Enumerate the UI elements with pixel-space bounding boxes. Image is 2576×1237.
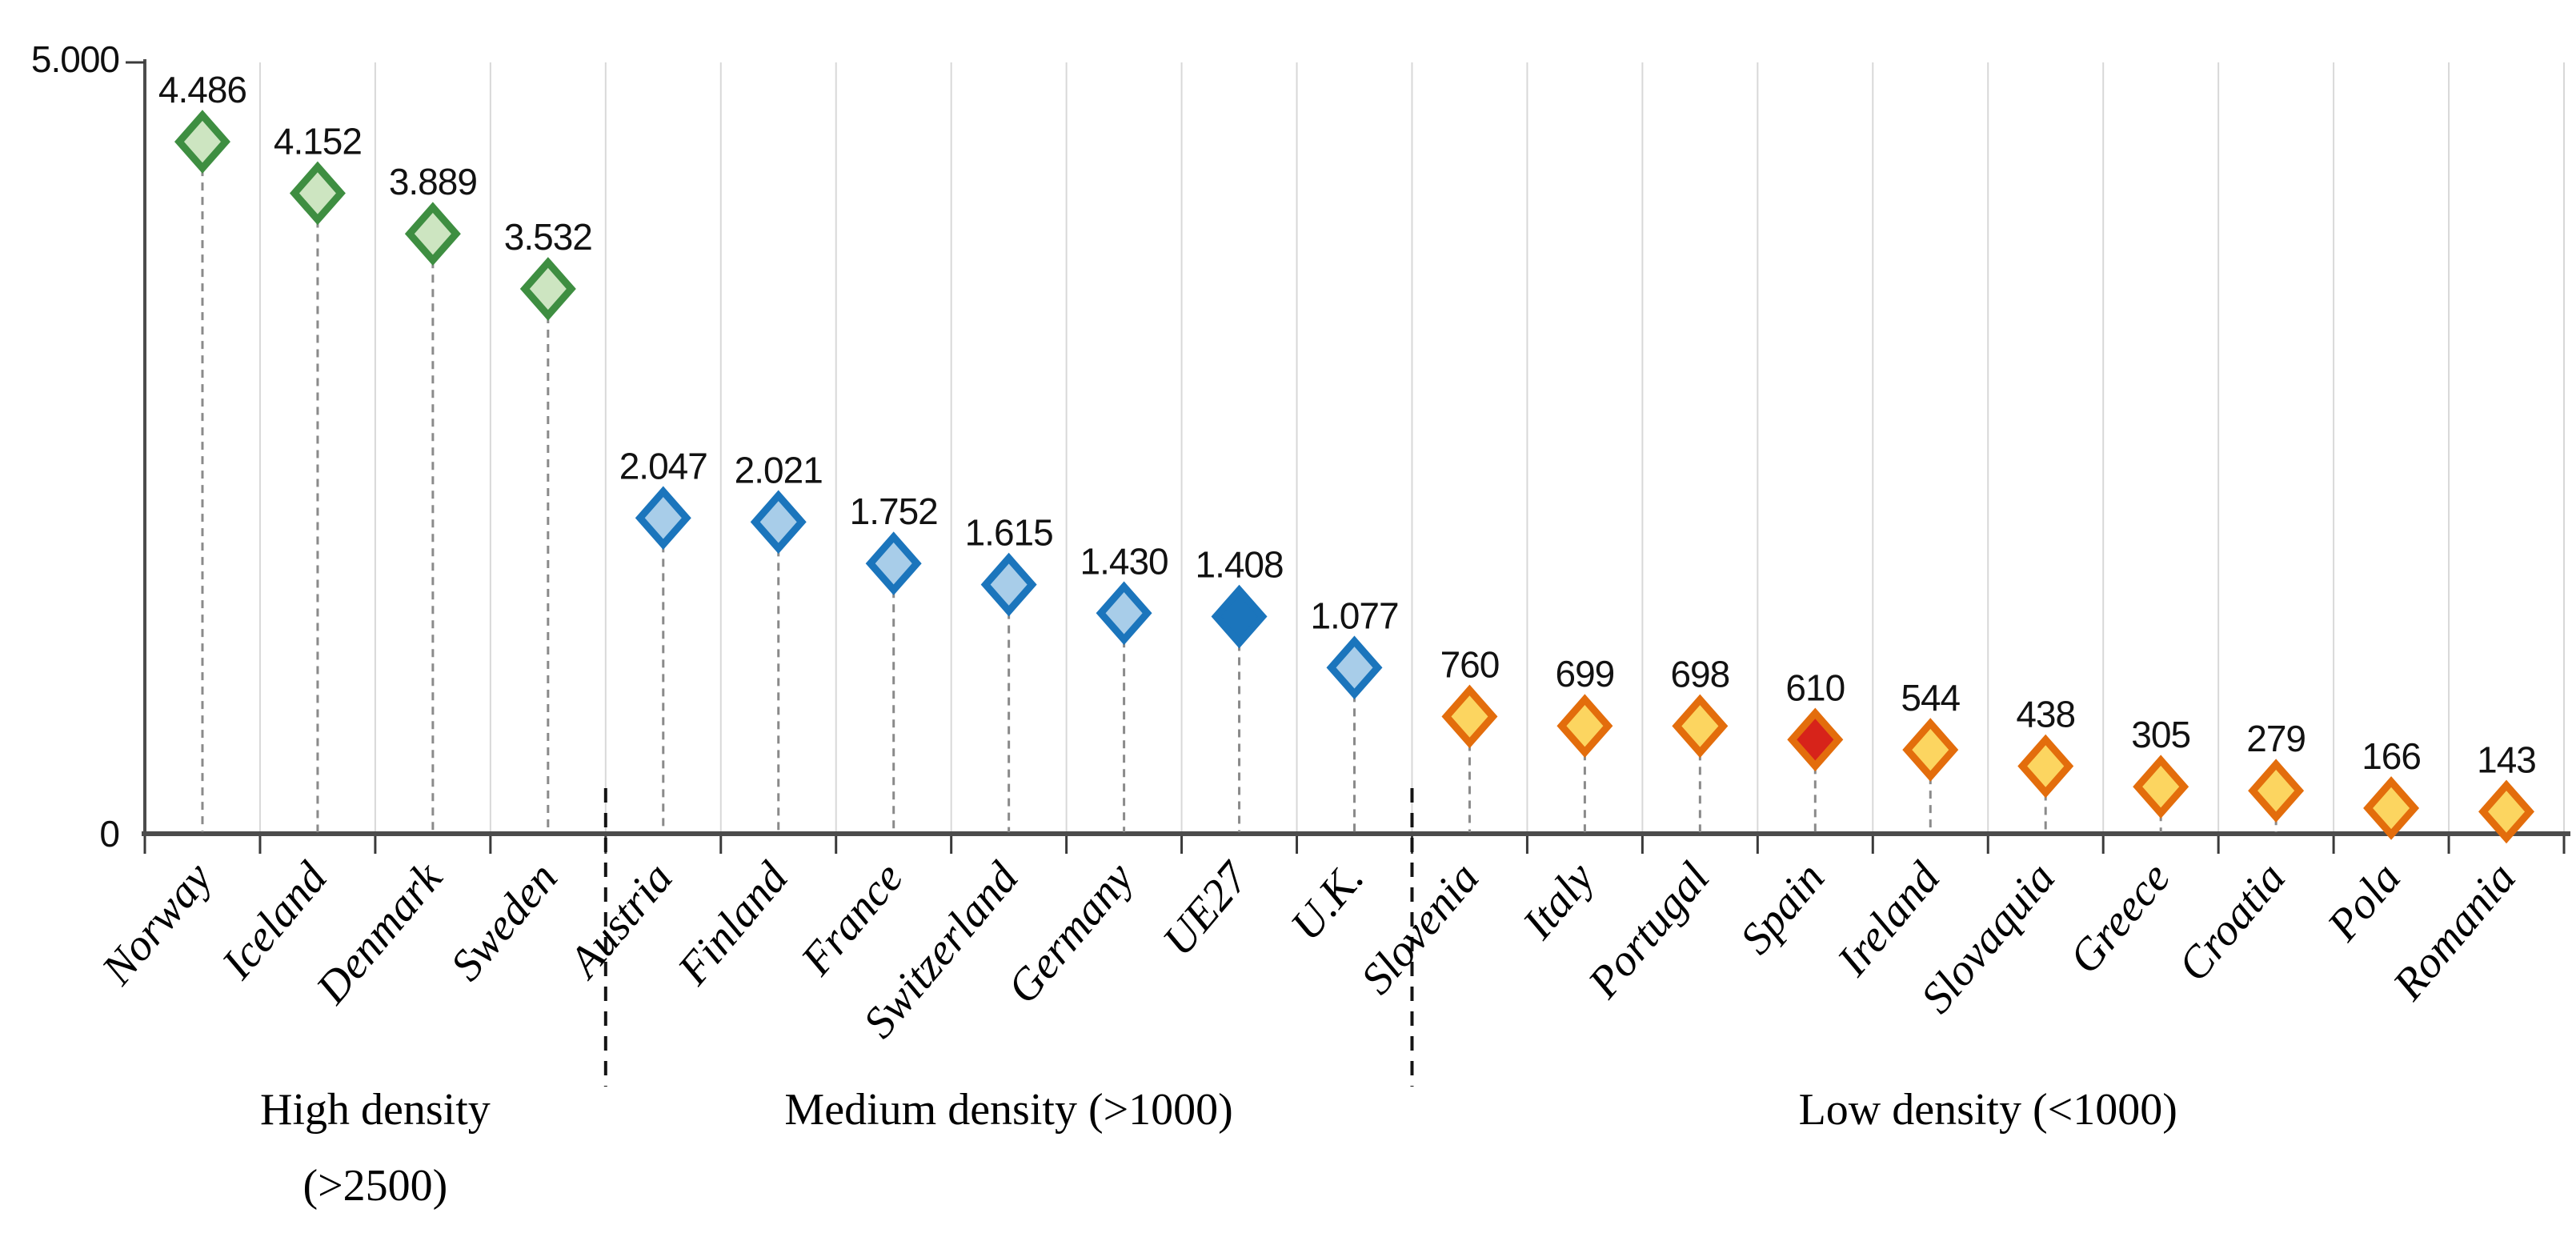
category-label-denmark: Denmark xyxy=(306,853,453,1014)
marker-austria xyxy=(635,486,691,550)
category-label-slovenia: Slovenia xyxy=(1352,854,1488,1004)
group-label-medium-density-1000: Medium density (>1000) xyxy=(784,1085,1232,1135)
marker-denmark xyxy=(404,202,461,266)
marker-ue27 xyxy=(1211,584,1268,649)
marker-u-k xyxy=(1326,635,1383,700)
category-label-france: France xyxy=(791,854,913,986)
value-label-spain: 610 xyxy=(1785,667,1845,708)
category-label-austria: Austria xyxy=(558,854,683,989)
value-label-austria: 2.047 xyxy=(619,445,707,486)
marker-slovaquia xyxy=(2017,734,2074,799)
value-label-iceland: 4.152 xyxy=(274,120,362,162)
category-label-sweden: Sweden xyxy=(441,854,567,991)
category-label-croatia: Croatia xyxy=(2169,854,2295,991)
group-label-low-density-1000: Low density (<1000) xyxy=(1799,1085,2177,1135)
group-label-high-density: High density xyxy=(260,1085,491,1135)
value-label-sweden: 3.532 xyxy=(504,216,592,258)
value-label-slovaquia: 438 xyxy=(2016,694,2075,735)
category-label-ue27: UE27 xyxy=(1153,852,1260,965)
value-label-slovenia: 760 xyxy=(1440,643,1500,685)
category-label-germany: Germany xyxy=(998,853,1144,1013)
value-label-denmark: 3.889 xyxy=(389,161,477,202)
category-label-greece: Greece xyxy=(2060,854,2180,983)
marker-portugal xyxy=(1672,694,1729,759)
marker-pola xyxy=(2363,776,2420,840)
y-axis-min-label: 0 xyxy=(99,813,119,855)
x-axis-line xyxy=(142,831,2570,836)
value-label-ireland: 544 xyxy=(1901,677,1960,719)
category-label-finland: Finland xyxy=(668,853,799,995)
marker-slovenia xyxy=(1441,684,1498,749)
marker-germany xyxy=(1096,581,1152,646)
marker-norway xyxy=(174,110,230,174)
marker-romania xyxy=(2478,779,2535,844)
category-label-pola: Pola xyxy=(2318,854,2410,951)
marker-iceland xyxy=(289,161,346,226)
value-label-portugal: 698 xyxy=(1670,653,1729,695)
marker-ireland xyxy=(1902,718,1959,782)
value-label-italy: 699 xyxy=(1556,653,1615,695)
marker-sweden xyxy=(519,257,576,321)
marker-greece xyxy=(2133,755,2189,819)
value-label-ue27: 1.408 xyxy=(1195,544,1283,586)
marker-croatia xyxy=(2248,759,2305,823)
category-label-italy: Italy xyxy=(1512,853,1604,948)
value-label-greece: 305 xyxy=(2131,714,2190,755)
value-label-switzerland: 1.615 xyxy=(965,512,1053,554)
value-label-u-k: 1.077 xyxy=(1310,594,1398,636)
category-label-u-k: U.K. xyxy=(1281,854,1373,951)
value-label-pola: 166 xyxy=(2362,735,2421,777)
value-label-romania: 143 xyxy=(2477,739,2536,780)
marker-france xyxy=(865,531,922,596)
value-label-finland: 2.021 xyxy=(735,449,823,490)
value-label-germany: 1.430 xyxy=(1080,540,1168,582)
category-label-norway: Norway xyxy=(92,853,222,995)
marker-italy xyxy=(1556,694,1613,759)
value-label-croatia: 279 xyxy=(2246,718,2306,759)
y-axis-max-label: 5.000 xyxy=(31,38,119,80)
category-label-portugal: Portugal xyxy=(1578,854,1719,1008)
category-label-spain: Spain xyxy=(1731,854,1834,964)
category-label-romania: Romania xyxy=(2383,854,2526,1011)
group-sublabel-high-density: (>2500) xyxy=(302,1161,447,1211)
value-label-norway: 4.486 xyxy=(158,69,246,110)
value-label-france: 1.752 xyxy=(850,490,938,532)
marker-spain xyxy=(1787,707,1844,772)
marker-finland xyxy=(750,490,807,554)
marker-switzerland xyxy=(980,552,1037,617)
